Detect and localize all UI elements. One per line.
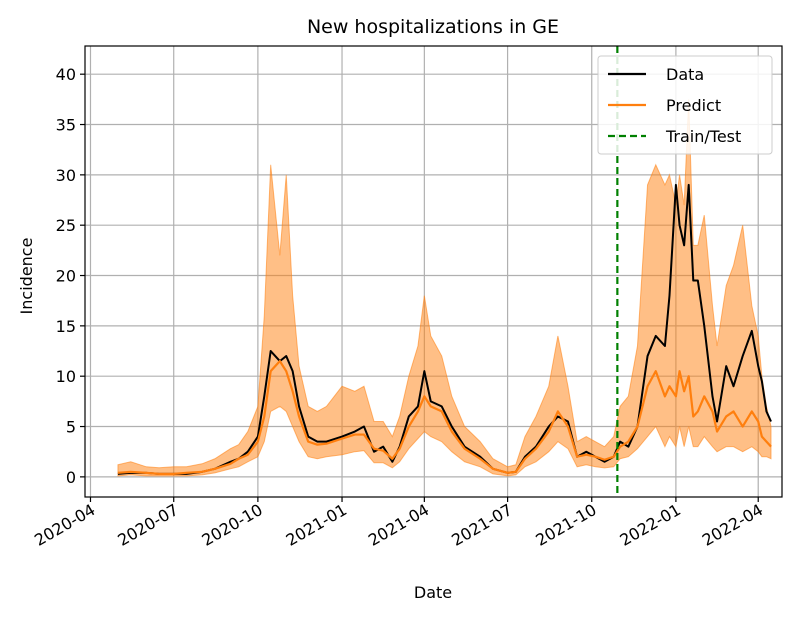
legend-label: Predict [666,96,721,115]
y-tick-label: 10 [56,367,76,386]
y-tick-label: 20 [56,267,76,286]
axes-frame [84,45,783,498]
y-tick-label: 30 [56,166,76,185]
prediction-band [117,99,772,477]
legend-box [597,55,773,155]
y-tick-label: 0 [66,468,76,487]
series-predict-line [117,360,772,475]
y-tick-label: 40 [56,65,76,84]
y-tick-label: 25 [56,216,76,235]
x-axis-label: Date [414,583,452,602]
legend: Data Predict Train/Test [597,55,773,155]
y-axis-label: Incidence [17,238,36,315]
y-tick-label: 35 [56,116,76,135]
legend-label: Data [666,65,704,84]
y-tick-label: 5 [66,418,76,437]
chart-title: New hospitalizations in GE [307,16,559,38]
y-tick-label: 15 [56,317,76,336]
legend-label: Train/Test [665,127,741,146]
plot-area [117,46,772,497]
